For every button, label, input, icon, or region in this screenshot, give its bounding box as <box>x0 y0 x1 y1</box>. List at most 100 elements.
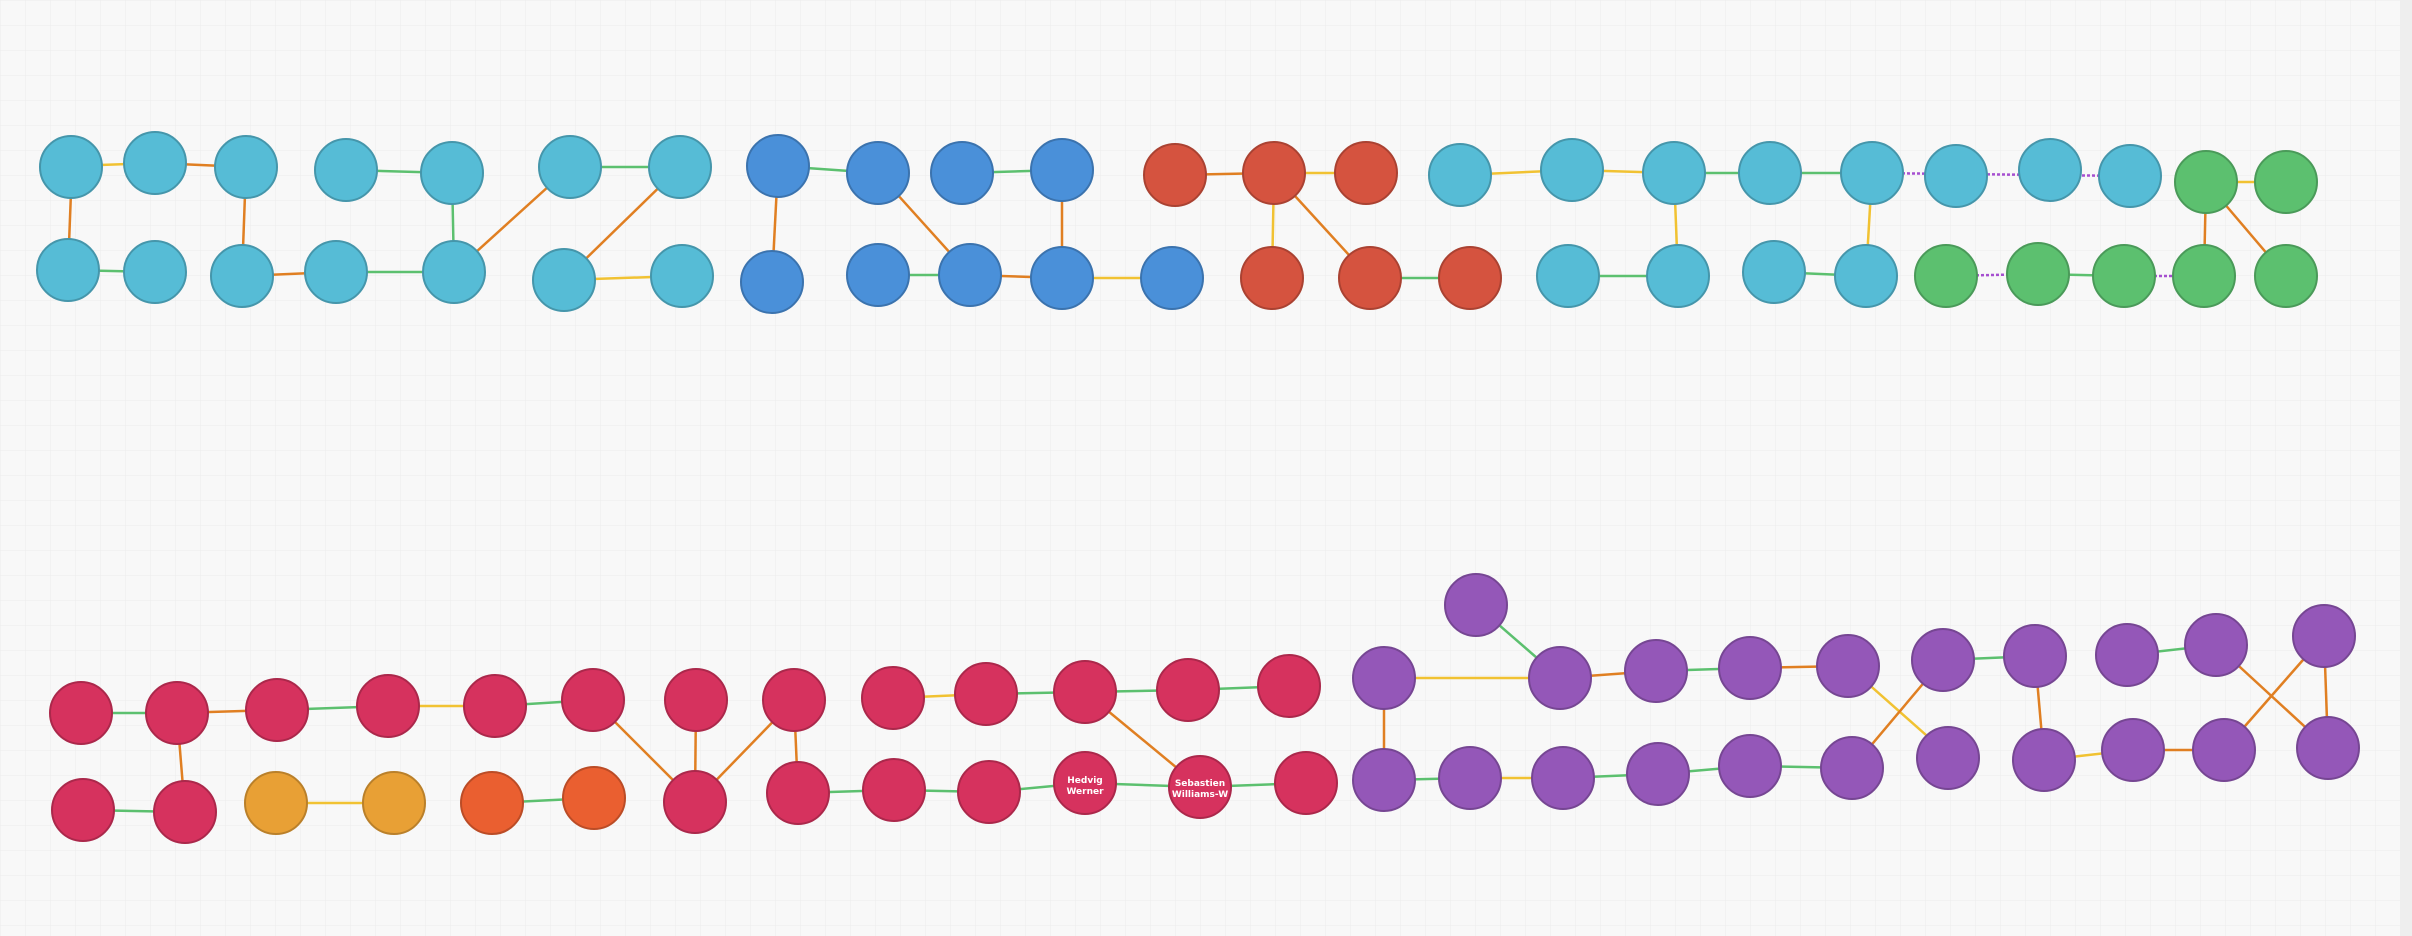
node-crimson-65[interactable] <box>862 758 926 822</box>
node-teal-2[interactable] <box>214 135 278 199</box>
node-purple-82[interactable] <box>2095 623 2159 687</box>
node-crimson-48[interactable] <box>49 681 113 745</box>
node-teal-11[interactable] <box>422 240 486 304</box>
node-teal-13[interactable] <box>650 244 714 308</box>
node-blue-19[interactable] <box>846 243 910 307</box>
node-purple-76[interactable] <box>1528 646 1592 710</box>
node-teal-12[interactable] <box>532 248 596 312</box>
node-purple-94[interactable] <box>2192 718 2256 782</box>
node-blue-22[interactable] <box>1140 246 1204 310</box>
node-crimson-58[interactable] <box>1053 660 1117 724</box>
node-blue-18[interactable] <box>740 250 804 314</box>
node-purple-92[interactable] <box>2012 728 2076 792</box>
node-teal-33[interactable] <box>1840 141 1904 205</box>
node-teal-0[interactable] <box>39 135 103 199</box>
node-blue-14[interactable] <box>746 134 810 198</box>
node-crimson-60[interactable] <box>1257 654 1321 718</box>
node-teal-35[interactable] <box>2018 138 2082 202</box>
node-purple-90[interactable] <box>1820 736 1884 800</box>
node-green-43[interactable] <box>1914 244 1978 308</box>
node-red-27[interactable] <box>1338 246 1402 310</box>
node-crimson-55[interactable] <box>762 668 826 732</box>
node-green-41[interactable] <box>2174 150 2238 214</box>
node-darkorange-72[interactable] <box>460 771 524 835</box>
node-teal-36[interactable] <box>2098 144 2162 208</box>
node-teal-7[interactable] <box>36 238 100 302</box>
node-purple-95[interactable] <box>2296 716 2360 780</box>
node-darkorange-73[interactable] <box>562 766 626 830</box>
node-teal-39[interactable] <box>1742 240 1806 304</box>
node-teal-31[interactable] <box>1642 141 1706 205</box>
node-teal-32[interactable] <box>1738 141 1802 205</box>
node-crimson-52[interactable] <box>463 674 527 738</box>
node-purple-79[interactable] <box>1816 634 1880 698</box>
node-teal-5[interactable] <box>538 135 602 199</box>
node-teal-29[interactable] <box>1428 143 1492 207</box>
node-crimson-49[interactable] <box>145 681 209 745</box>
node-purple-75[interactable] <box>1352 646 1416 710</box>
node-red-23[interactable] <box>1143 143 1207 207</box>
node-purple-91[interactable] <box>1916 726 1980 790</box>
node-crimson-66[interactable] <box>957 760 1021 824</box>
node-teal-37[interactable] <box>1536 244 1600 308</box>
node-purple-85[interactable] <box>1352 748 1416 812</box>
node-label-sebastien-line-1: Williams-W <box>1172 790 1228 800</box>
node-blue-20[interactable] <box>938 243 1002 307</box>
node-green-42[interactable] <box>2254 150 2318 214</box>
node-purple-77[interactable] <box>1624 639 1688 703</box>
node-purple-78[interactable] <box>1718 636 1782 700</box>
node-green-47[interactable] <box>2254 244 2318 308</box>
node-blue-17[interactable] <box>1030 138 1094 202</box>
node-teal-40[interactable] <box>1834 244 1898 308</box>
node-orange-70[interactable] <box>244 771 308 835</box>
node-purple-80[interactable] <box>1911 628 1975 692</box>
node-crimson-56[interactable] <box>861 666 925 730</box>
node-red-25[interactable] <box>1334 141 1398 205</box>
node-purple-84[interactable] <box>2292 604 2356 668</box>
node-crimson-64[interactable] <box>766 761 830 825</box>
node-blue-16[interactable] <box>930 141 994 205</box>
node-green-45[interactable] <box>2092 244 2156 308</box>
node-purple-74[interactable] <box>1444 573 1508 637</box>
node-crimson-51[interactable] <box>356 674 420 738</box>
node-purple-81[interactable] <box>2003 624 2067 688</box>
node-blue-15[interactable] <box>846 141 910 205</box>
node-purple-86[interactable] <box>1438 746 1502 810</box>
node-teal-10[interactable] <box>304 240 368 304</box>
vertical-scrollbar[interactable] <box>2400 0 2412 936</box>
node-orange-71[interactable] <box>362 771 426 835</box>
node-purple-88[interactable] <box>1626 742 1690 806</box>
node-crimson-50[interactable] <box>245 678 309 742</box>
node-crimson-67[interactable] <box>1053 751 1117 815</box>
node-crimson-63[interactable] <box>663 770 727 834</box>
node-red-26[interactable] <box>1240 246 1304 310</box>
node-teal-4[interactable] <box>420 141 484 205</box>
node-teal-3[interactable] <box>314 138 378 202</box>
node-crimson-57[interactable] <box>954 662 1018 726</box>
node-teal-1[interactable] <box>123 131 187 195</box>
node-red-28[interactable] <box>1438 246 1502 310</box>
node-teal-38[interactable] <box>1646 244 1710 308</box>
node-crimson-68[interactable] <box>1168 755 1232 819</box>
node-crimson-61[interactable] <box>51 778 115 842</box>
node-crimson-53[interactable] <box>561 668 625 732</box>
node-crimson-54[interactable] <box>664 668 728 732</box>
node-teal-9[interactable] <box>210 244 274 308</box>
node-crimson-69[interactable] <box>1274 751 1338 815</box>
node-blue-21[interactable] <box>1030 246 1094 310</box>
node-green-46[interactable] <box>2172 244 2236 308</box>
node-purple-83[interactable] <box>2184 613 2248 677</box>
node-purple-87[interactable] <box>1531 746 1595 810</box>
node-teal-34[interactable] <box>1924 144 1988 208</box>
node-red-24[interactable] <box>1242 141 1306 205</box>
node-crimson-59[interactable] <box>1156 658 1220 722</box>
node-label-hedvig-line-1: Werner <box>1066 787 1104 797</box>
node-purple-89[interactable] <box>1718 734 1782 798</box>
node-teal-8[interactable] <box>123 240 187 304</box>
node-crimson-62[interactable] <box>153 780 217 844</box>
node-teal-6[interactable] <box>648 135 712 199</box>
node-purple-93[interactable] <box>2101 718 2165 782</box>
node-teal-30[interactable] <box>1540 138 1604 202</box>
node-green-44[interactable] <box>2006 242 2070 306</box>
